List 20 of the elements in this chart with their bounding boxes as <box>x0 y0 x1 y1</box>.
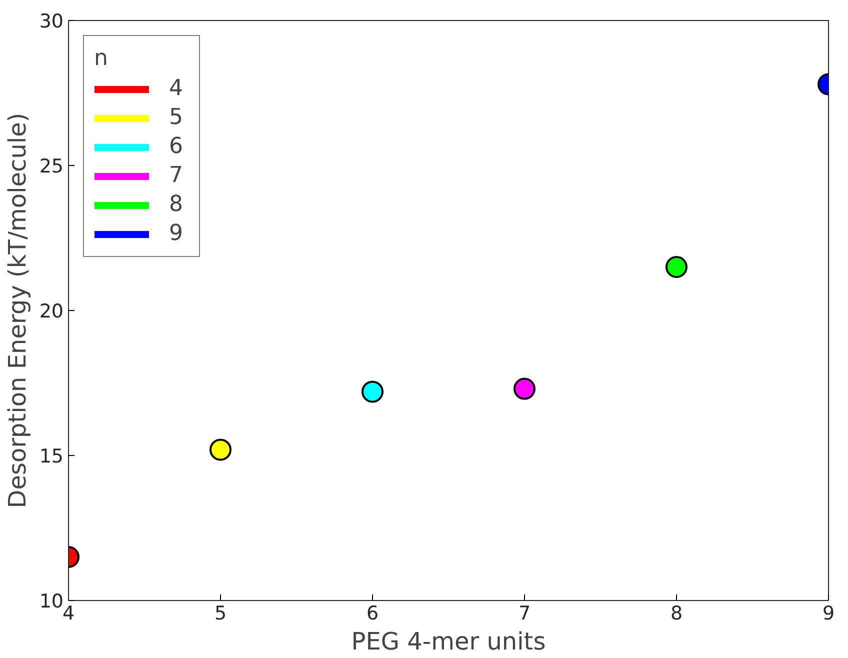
y-tick-label: 20 <box>39 300 64 322</box>
x-axis-title: PEG 4-mer units <box>351 628 546 656</box>
legend-label: 6 <box>169 134 184 159</box>
y-axis-title: Desorption Energy (kT/molecule) <box>3 112 32 508</box>
x-tick-label: 9 <box>822 602 835 624</box>
x-tick-label: 5 <box>214 602 227 624</box>
legend-label: 8 <box>169 192 184 217</box>
y-tick-label: 10 <box>39 590 64 612</box>
legend-title: n <box>94 46 109 71</box>
x-tick-label: 6 <box>366 602 379 624</box>
x-tick-label: 7 <box>518 602 531 624</box>
legend-label: 4 <box>169 76 184 101</box>
x-tick-label: 4 <box>62 602 75 624</box>
legend-label: 5 <box>169 105 184 130</box>
y-tick-label: 15 <box>39 446 64 468</box>
legend-label: 7 <box>169 163 184 188</box>
legend-label: 9 <box>169 221 184 246</box>
x-tick-label: 8 <box>670 602 683 624</box>
y-tick-label: 25 <box>39 156 64 178</box>
y-tick-label: 30 <box>39 10 64 32</box>
